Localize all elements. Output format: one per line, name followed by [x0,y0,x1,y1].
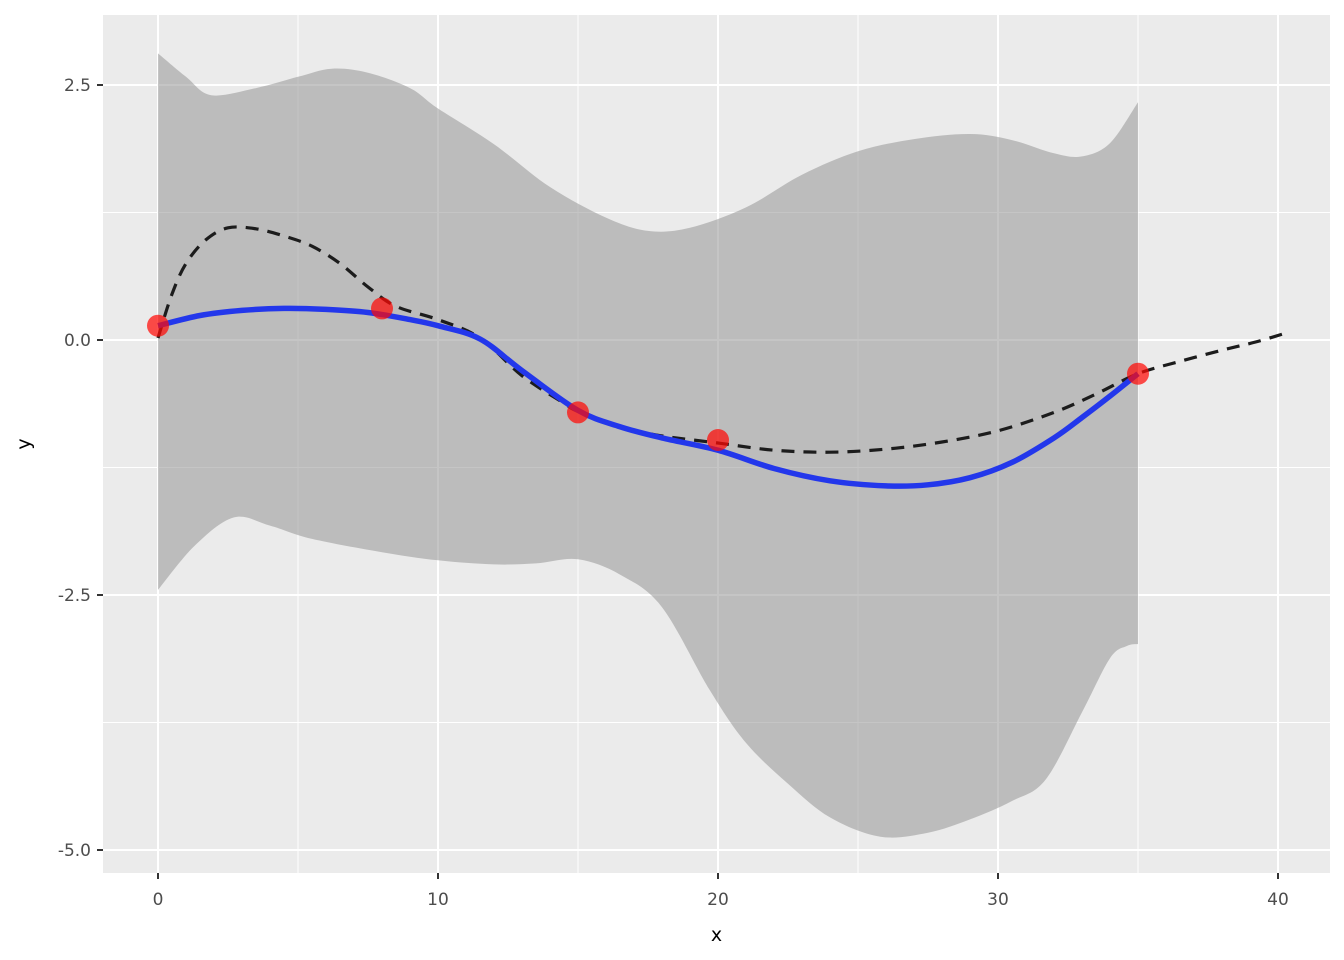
data-points [567,401,589,424]
y-axis-tick-label: 0.0 [64,331,91,351]
x-axis-tick-label: 0 [153,890,164,910]
axes-layer: 0 10 20 30 40 2.5 0.0 -2.5 -5.0 x y [13,76,1289,946]
y-axis-tick-label: -5.0 [58,841,91,861]
y-axis-tick-label: 2.5 [64,76,91,96]
x-axis-tick-label: 20 [707,890,729,910]
smooth-fit [157,305,1140,489]
x-axis-title: x [711,924,722,946]
y-axis-tick-label: -2.5 [58,586,91,606]
x-axis-tick-label: 40 [1267,890,1289,910]
data-points [707,429,729,451]
data-layer [147,53,1287,838]
data-points [371,297,393,320]
x-axis-tick-label: 10 [427,890,449,910]
x-axis-tick-label: 30 [987,890,1009,910]
y-axis-title: y [13,438,35,449]
data-points [147,314,169,337]
data-points [1127,362,1149,385]
confidence-band [158,53,1138,838]
